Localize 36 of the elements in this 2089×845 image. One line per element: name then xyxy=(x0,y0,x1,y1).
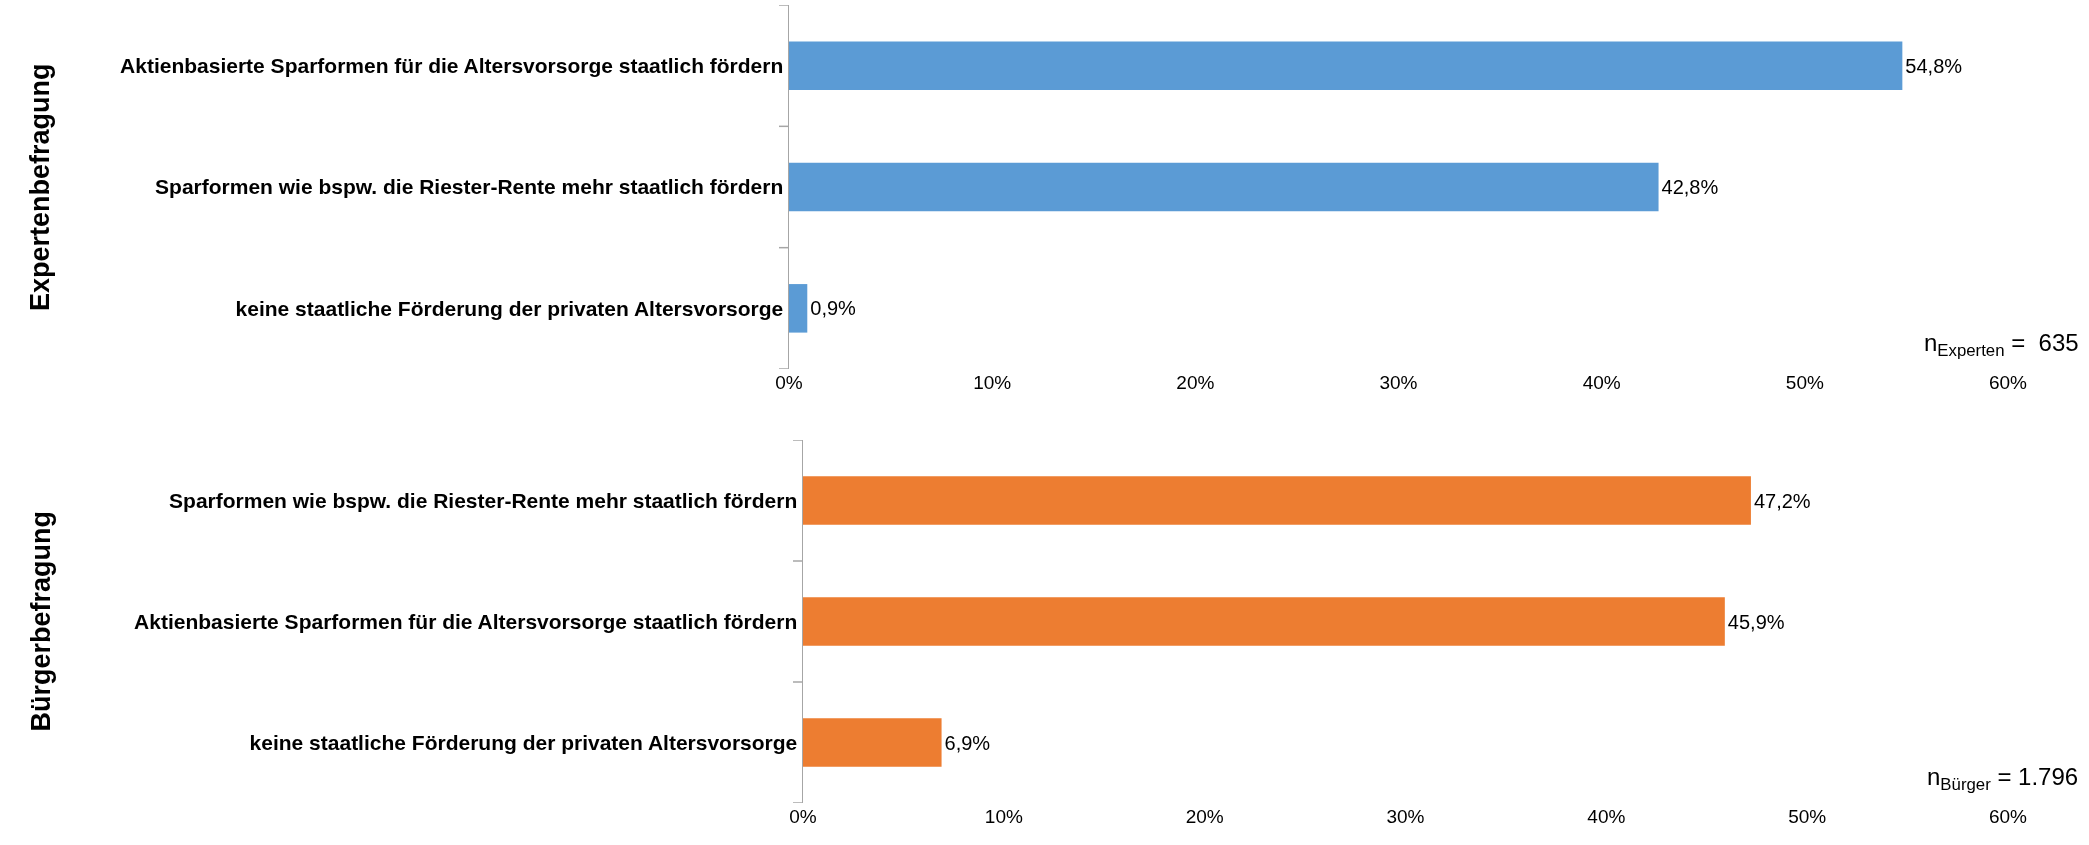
x-tick-label: 10% xyxy=(973,372,1012,393)
bar xyxy=(803,597,1725,646)
data-label: 42,8% xyxy=(1661,176,1719,198)
x-tick-label: 40% xyxy=(1582,372,1621,393)
data-label: 54,8% xyxy=(1905,54,1963,77)
x-tick-label: 40% xyxy=(1587,806,1626,827)
y-tick-label: keine staatliche Förderung der privaten Altersvorsorge xyxy=(235,296,784,320)
data-label: 0,9% xyxy=(810,297,857,320)
data-label: 6,9% xyxy=(944,731,991,754)
bar xyxy=(803,476,1751,525)
data-label: 45,9% xyxy=(1727,610,1785,633)
x-tick-label: 30% xyxy=(1386,806,1425,827)
bar xyxy=(803,718,942,767)
x-tick-label: 0% xyxy=(775,372,803,393)
x-tick-label: 50% xyxy=(1785,372,1824,393)
annotation: n$_{Bürger}$ = 1.796 xyxy=(1927,763,2079,795)
y-axis-title: Expertenbefragung xyxy=(25,63,55,311)
x-tick-label: 0% xyxy=(789,806,817,827)
x-tick-label: 20% xyxy=(1185,806,1224,827)
y-tick-label: keine staatliche Förderung der privaten Altersvorsorge xyxy=(249,730,798,754)
annotation: n$_{Experten}$ = 635 xyxy=(1924,329,2079,361)
x-tick-label: 30% xyxy=(1379,372,1418,393)
data-label: 47,2% xyxy=(1753,489,1811,512)
y-tick-label: Sparformen wie bspw. die Riester-Rente mehr staatlich fördern xyxy=(169,488,798,512)
bar xyxy=(789,284,808,333)
x-tick-label: 50% xyxy=(1788,806,1827,827)
x-tick-label: 20% xyxy=(1176,372,1215,393)
x-tick-label: 60% xyxy=(1988,806,2028,827)
bar xyxy=(789,162,1659,212)
y-tick-label: Sparformen wie bspw. die Riester-Rente mehr staatlich fördern xyxy=(155,175,784,199)
x-tick-label: 60% xyxy=(1988,372,2028,393)
x-tick-label: 10% xyxy=(984,806,1023,827)
y-tick-label: Aktienbasierte Sparformen für die Altersvorsorge staatlich fördern xyxy=(134,609,798,633)
y-axis-title: Bürgerbefragung xyxy=(25,510,56,732)
y-tick-label: Aktienbasierte Sparformen für die Altersvorsorge staatlich fördern xyxy=(120,54,784,78)
bar xyxy=(789,41,1903,90)
